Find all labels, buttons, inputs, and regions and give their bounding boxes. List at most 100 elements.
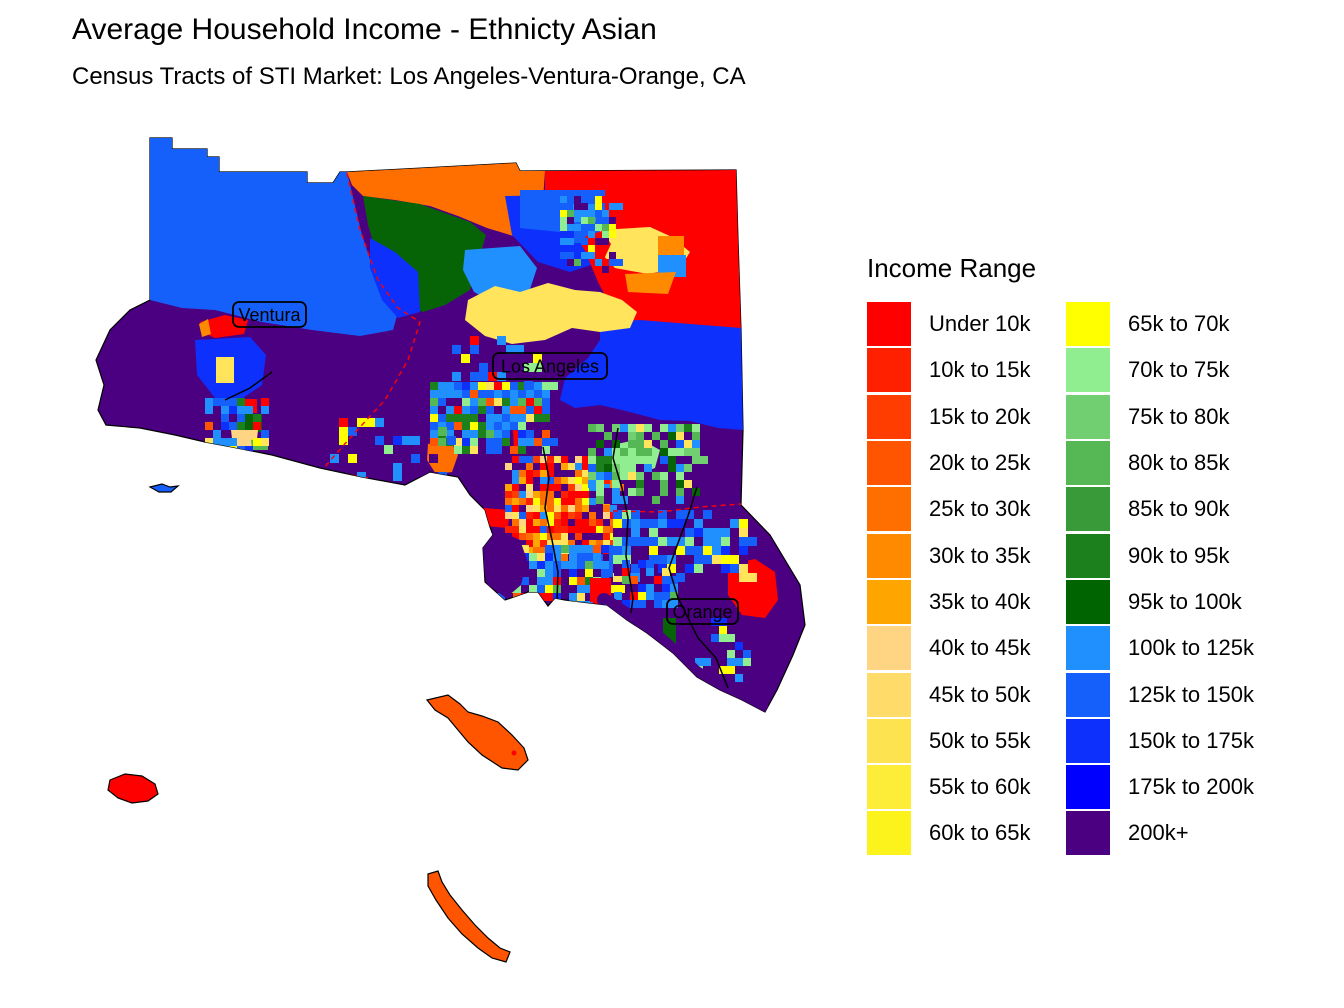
legend-label: 25k to 30k bbox=[929, 496, 1031, 522]
legend-item: 175k to 200k bbox=[1066, 764, 1265, 810]
legend-item: 15k to 20k bbox=[867, 394, 1066, 440]
map-region-ventura-orange-sliver bbox=[199, 319, 211, 337]
map-region-west-la-red-patch bbox=[483, 508, 510, 528]
map-region-sfv-orange-blob bbox=[427, 440, 458, 474]
legend-swatch bbox=[1066, 626, 1110, 671]
legend-columns: Under 10k 10k to 15k 15k to 20k 20k to 25k 2… bbox=[867, 301, 1265, 857]
county-label-box bbox=[666, 598, 739, 625]
island-san-clemente-island bbox=[427, 870, 511, 963]
legend-swatch bbox=[867, 672, 911, 717]
la-orange-county-line bbox=[612, 503, 742, 513]
map-region-northwest-orange bbox=[347, 163, 548, 238]
legend-item: 60k to 65k bbox=[867, 810, 1066, 856]
map-region-countyline-blue bbox=[370, 238, 420, 318]
county-label-text: Los Angeles bbox=[501, 357, 599, 377]
legend-label: 125k to 150k bbox=[1128, 681, 1254, 707]
legend-item: Under 10k bbox=[867, 301, 1066, 347]
legend-swatch bbox=[1066, 765, 1110, 810]
legend-label: 150k to 175k bbox=[1128, 727, 1254, 753]
legend-label: 175k to 200k bbox=[1128, 774, 1254, 800]
map-region-ne-orange-1 bbox=[658, 236, 684, 255]
legend-item: 95k to 100k bbox=[1066, 579, 1265, 625]
legend-label: 55k to 60k bbox=[929, 774, 1031, 800]
map-region-santa-clarita-lightblue bbox=[463, 246, 537, 306]
county-label-box bbox=[492, 352, 608, 380]
county-label-text: Ventura bbox=[238, 305, 301, 325]
map-overlay-palos-verdes-purple bbox=[481, 531, 527, 598]
legend: Income Range Under 10k 10k to 15k 15k to 2… bbox=[867, 252, 1265, 857]
legend-label: 90k to 95k bbox=[1128, 542, 1230, 568]
map-region-ventura-yellow bbox=[216, 357, 234, 383]
legend-swatch bbox=[867, 579, 911, 624]
river-line bbox=[542, 446, 559, 601]
legend-item: 50k to 55k bbox=[867, 718, 1066, 764]
land-layers bbox=[150, 138, 778, 712]
legend-label: 10k to 15k bbox=[929, 357, 1031, 383]
legend-label: Under 10k bbox=[929, 311, 1031, 337]
legend-label: 85k to 90k bbox=[1128, 496, 1230, 522]
legend-label: 95k to 100k bbox=[1128, 588, 1242, 614]
mosaic-zone bbox=[430, 382, 558, 454]
legend-swatch bbox=[867, 765, 911, 810]
legend-swatch bbox=[867, 302, 911, 347]
map-region-angeles-forest-blue bbox=[560, 320, 743, 430]
legend-swatch bbox=[1066, 672, 1110, 717]
legend-item: 75k to 80k bbox=[1066, 394, 1265, 440]
catalina-red-tract bbox=[511, 750, 517, 756]
legend-label: 80k to 85k bbox=[1128, 450, 1230, 476]
county-label-box bbox=[232, 301, 307, 328]
legend-item: 40k to 45k bbox=[867, 625, 1066, 671]
legend-swatch bbox=[867, 533, 911, 578]
legend-item: 80k to 85k bbox=[1066, 440, 1265, 486]
legend-swatch bbox=[1066, 811, 1110, 856]
legend-label: 45k to 50k bbox=[929, 681, 1031, 707]
legend-item: 200k+ bbox=[1066, 810, 1265, 856]
map-region-oxnard-khaki bbox=[231, 430, 258, 448]
county-label: Orange bbox=[666, 598, 739, 625]
legend-swatch bbox=[1066, 718, 1110, 763]
legend-swatch bbox=[867, 394, 911, 439]
legend-item: 65k to 70k bbox=[1066, 301, 1265, 347]
legend-swatch bbox=[1066, 533, 1110, 578]
legend-label: 200k+ bbox=[1128, 820, 1189, 846]
map-region-santa-clarita-yellow bbox=[465, 283, 637, 344]
map-region-ne-orange-band bbox=[625, 272, 676, 294]
mosaic-zone bbox=[613, 510, 757, 582]
legend-label: 35k to 40k bbox=[929, 588, 1031, 614]
legend-item: 45k to 50k bbox=[867, 671, 1066, 717]
legend-swatch bbox=[1066, 441, 1110, 486]
legend-label: 65k to 70k bbox=[1128, 311, 1230, 337]
river-line bbox=[668, 486, 729, 689]
legend-swatch bbox=[1066, 348, 1110, 393]
legend-swatch bbox=[867, 348, 911, 393]
legend-swatch bbox=[1066, 394, 1110, 439]
legend-swatch bbox=[1066, 487, 1110, 532]
legend-column: 65k to 70k 70k to 75k 75k to 80k 80k to 85k… bbox=[1066, 301, 1265, 857]
legend-swatch bbox=[867, 487, 911, 532]
legend-item: 100k to 125k bbox=[1066, 625, 1265, 671]
legend-column: Under 10k 10k to 15k 15k to 20k 20k to 25k 2… bbox=[867, 301, 1066, 857]
mosaic-zone bbox=[614, 560, 678, 608]
legend-label: 15k to 20k bbox=[929, 403, 1031, 429]
legend-label: 75k to 80k bbox=[1128, 403, 1230, 429]
island-san-nicolas-island bbox=[107, 773, 159, 804]
legend-item: 20k to 25k bbox=[867, 440, 1066, 486]
legend-item: 35k to 40k bbox=[867, 579, 1066, 625]
legend-swatch bbox=[867, 441, 911, 486]
legend-label: 20k to 25k bbox=[929, 450, 1031, 476]
chart-title: Average Household Income - Ethnicty Asia… bbox=[72, 13, 657, 46]
legend-label: 30k to 35k bbox=[929, 542, 1031, 568]
county-label: Los Angeles bbox=[492, 352, 608, 380]
legend-label: 100k to 125k bbox=[1128, 635, 1254, 661]
legend-item: 150k to 175k bbox=[1066, 718, 1265, 764]
map-region-ne-lightblue-2 bbox=[658, 255, 686, 277]
river-line bbox=[612, 427, 634, 614]
legend-item: 90k to 95k bbox=[1066, 532, 1265, 578]
map-region-ventura-north bbox=[150, 138, 398, 336]
legend-item: 10k to 15k bbox=[867, 347, 1066, 393]
legend-label: 50k to 55k bbox=[929, 727, 1031, 753]
legend-item: 55k to 60k bbox=[867, 764, 1066, 810]
legend-swatch bbox=[1066, 579, 1110, 624]
legend-item: 30k to 35k bbox=[867, 532, 1066, 578]
legend-swatch bbox=[867, 626, 911, 671]
